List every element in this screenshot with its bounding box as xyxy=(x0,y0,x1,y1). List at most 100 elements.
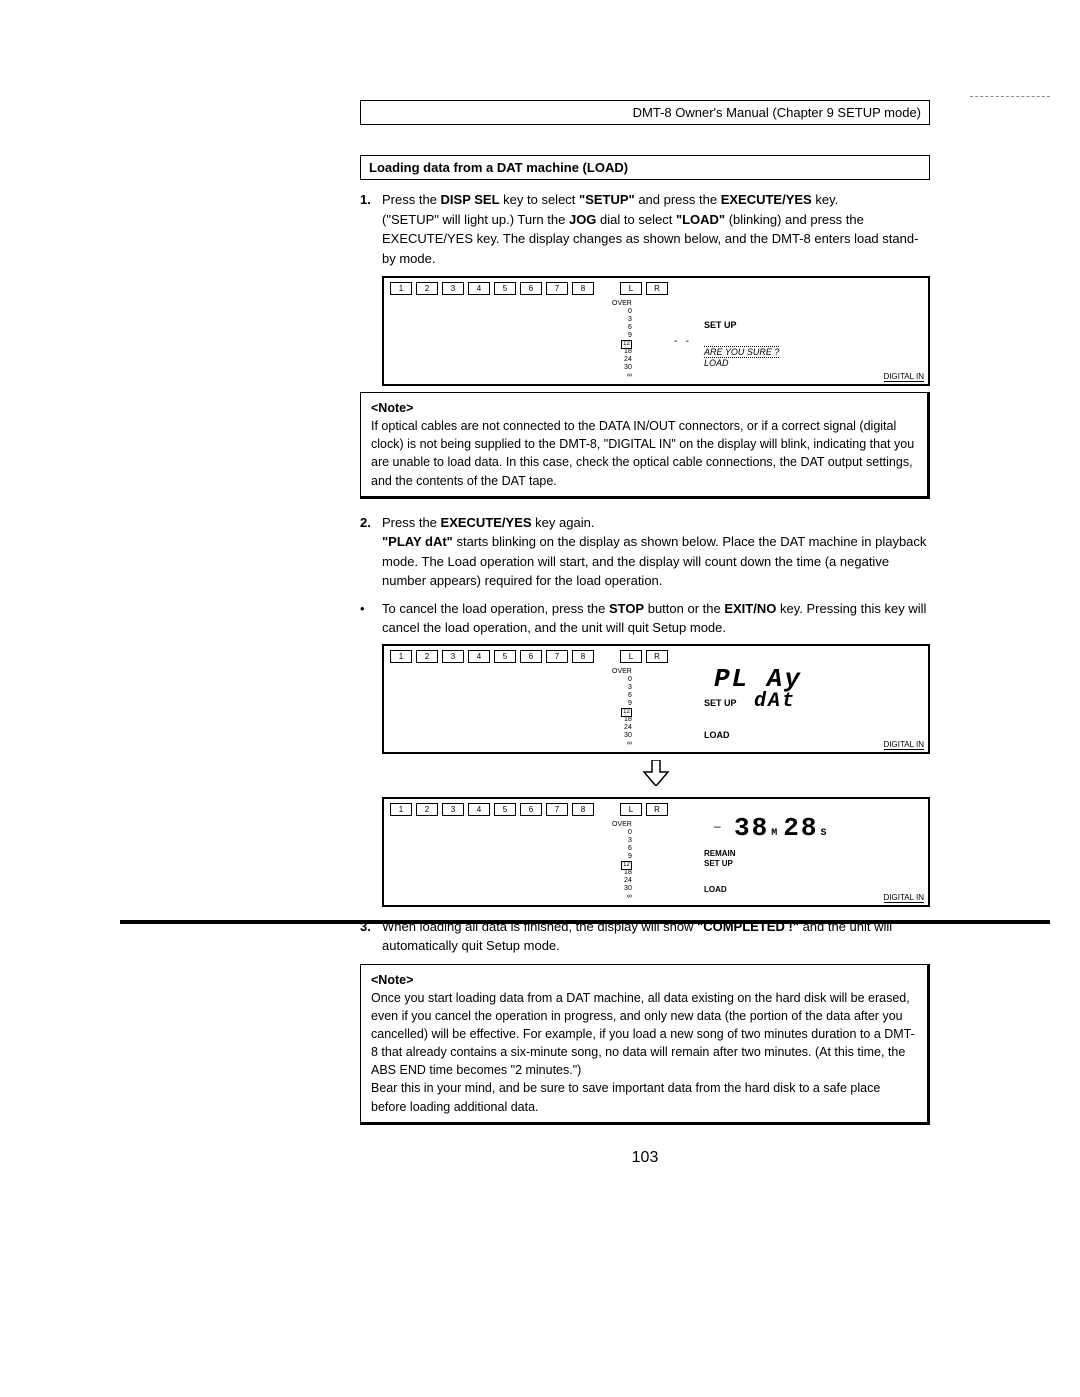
m: OVER xyxy=(612,668,632,676)
bottom-thick-rule xyxy=(120,920,1050,924)
t: JOG xyxy=(569,212,596,227)
step-number: 1. xyxy=(360,190,382,268)
ch: 2 xyxy=(416,803,438,816)
t: "PLAY dAt" xyxy=(382,534,453,549)
ch: 8 xyxy=(572,282,594,295)
note-body: Once you start loading data from a DAT m… xyxy=(371,989,917,1080)
m: 3 xyxy=(612,316,632,324)
page-content: DMT-8 Owner's Manual (Chapter 9 SETUP mo… xyxy=(180,100,940,1167)
note-title: <Note> xyxy=(371,971,917,989)
ch: L xyxy=(620,282,642,295)
ch: 7 xyxy=(546,282,568,295)
step-1: 1. Press the DISP SEL key to select "SET… xyxy=(360,190,930,268)
ch: 3 xyxy=(442,650,464,663)
m: 9 xyxy=(612,700,632,708)
t: key. xyxy=(812,192,839,207)
page-header: DMT-8 Owner's Manual (Chapter 9 SETUP mo… xyxy=(360,100,930,125)
m: 3 xyxy=(612,684,632,692)
step-2: 2. Press the EXECUTE/YES key again. "PLA… xyxy=(360,513,930,591)
t: "SETUP" xyxy=(579,192,635,207)
lcd-display-2: 1 2 3 4 5 6 7 8 L R OVER 0 3 6 9 12 18 2… xyxy=(382,644,930,754)
channel-row: 1 2 3 4 5 6 7 8 L R xyxy=(384,799,928,820)
ch: 8 xyxy=(572,650,594,663)
ch: 4 xyxy=(468,803,490,816)
m: 24 xyxy=(612,724,632,732)
lcd-remain-label: REMAIN xyxy=(704,849,736,858)
ch: 4 xyxy=(468,650,490,663)
t: button or the xyxy=(644,601,724,616)
m: 3 xyxy=(612,837,632,845)
note-body2: Bear this in your mind, and be sure to s… xyxy=(371,1079,917,1115)
ch: L xyxy=(620,650,642,663)
ch: 7 xyxy=(546,650,568,663)
ch: 2 xyxy=(416,282,438,295)
meter-scale: OVER 0 3 6 9 12 18 24 30 ∞ xyxy=(612,668,632,748)
m: ∞ xyxy=(612,893,632,901)
ch: 6 xyxy=(520,650,542,663)
scan-artifact-line xyxy=(970,96,1050,97)
ch: 5 xyxy=(494,282,516,295)
lcd-load-label: LOAD xyxy=(704,885,727,894)
ch: 6 xyxy=(520,282,542,295)
t: STOP xyxy=(609,601,644,616)
t: starts blinking on the display as shown … xyxy=(382,534,926,588)
section-title: Loading data from a DAT machine (LOAD) xyxy=(360,155,930,180)
step-number: 2. xyxy=(360,513,382,591)
t: EXECUTE/YES xyxy=(721,192,812,207)
t: ("SETUP" will light up.) Turn the xyxy=(382,212,569,227)
m: 0 xyxy=(612,676,632,684)
ch: 4 xyxy=(468,282,490,295)
lcd-setup-label: SET UP xyxy=(704,698,737,708)
ch: 3 xyxy=(442,803,464,816)
m: ∞ xyxy=(612,372,632,380)
m: 18 xyxy=(612,348,632,356)
ch: 6 xyxy=(520,803,542,816)
channel-row: 1 2 3 4 5 6 7 8 L R xyxy=(384,278,928,299)
m: 30 xyxy=(612,885,632,893)
m: 30 xyxy=(612,364,632,372)
lcd-m: M xyxy=(771,828,779,839)
m: 9 xyxy=(612,332,632,340)
channel-row: 1 2 3 4 5 6 7 8 L R xyxy=(384,646,928,667)
ch: 2 xyxy=(416,650,438,663)
lcd-time-min: 38 xyxy=(734,813,769,843)
note-box-2: <Note> Once you start loading data from … xyxy=(360,964,930,1125)
ch: R xyxy=(646,803,668,816)
m: OVER xyxy=(612,300,632,308)
dash: - - xyxy=(674,336,689,347)
m: 24 xyxy=(612,877,632,885)
note-box-1: <Note> If optical cables are not connect… xyxy=(360,392,930,499)
meter-scale: OVER 0 3 6 9 12 18 24 30 ∞ xyxy=(612,300,632,380)
ch: 8 xyxy=(572,803,594,816)
m: 0 xyxy=(612,829,632,837)
ch: R xyxy=(646,282,668,295)
lcd-load-label: LOAD xyxy=(704,358,729,368)
lcd-load-label: LOAD xyxy=(704,730,730,740)
ch: 1 xyxy=(390,803,412,816)
lcd-seg-dat: dAt xyxy=(754,690,796,713)
lcd-digital-in: DIGITAL IN xyxy=(884,893,924,903)
m: 18 xyxy=(612,869,632,877)
bullet-marker: • xyxy=(360,599,382,638)
page-number: 103 xyxy=(360,1149,930,1167)
t: key again. xyxy=(532,515,595,530)
lcd-digital-in: DIGITAL IN xyxy=(884,372,924,382)
m: 9 xyxy=(612,853,632,861)
t: To cancel the load operation, press the xyxy=(382,601,609,616)
ch: 3 xyxy=(442,282,464,295)
ch: 5 xyxy=(494,803,516,816)
lcd-minus: – xyxy=(714,819,721,833)
m: ∞ xyxy=(612,740,632,748)
lcd-time-sec: 28 xyxy=(783,813,818,843)
t: DISP SEL xyxy=(441,192,500,207)
t: Press the xyxy=(382,192,441,207)
t: and press the xyxy=(635,192,721,207)
m: 0 xyxy=(612,308,632,316)
ch: L xyxy=(620,803,642,816)
ch: 5 xyxy=(494,650,516,663)
bullet-cancel: • To cancel the load operation, press th… xyxy=(360,599,930,638)
t: Press the xyxy=(382,515,441,530)
lcd-setup-label: SET UP xyxy=(704,859,733,868)
lcd-digital-in: DIGITAL IN xyxy=(884,740,924,750)
t: dial to select xyxy=(596,212,676,227)
